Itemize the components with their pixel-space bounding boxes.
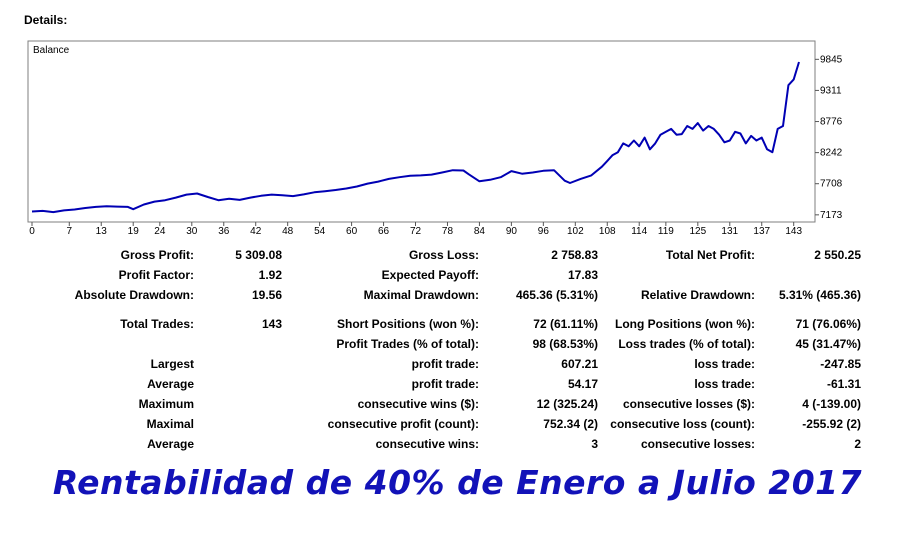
y-tick-label: 7173 (820, 210, 843, 221)
maximal-consec-profit-label: consecutive profit (count): (327, 417, 479, 431)
expected-payoff-label: Expected Payoff: (381, 268, 479, 282)
maximal-drawdown-value: 465.36 (5.31%) (515, 288, 598, 302)
max-consec-losses-value: 4 (-139.00) (802, 397, 861, 411)
profit-trades-label: Profit Trades (% of total): (336, 337, 479, 351)
x-tick-label: 102 (567, 226, 584, 237)
x-tick-label: 137 (753, 226, 770, 237)
x-tick-label: 42 (250, 226, 262, 237)
x-tick-label: 84 (474, 226, 486, 237)
absolute-drawdown-value: 19.56 (251, 288, 282, 302)
x-tick-label: 78 (442, 226, 454, 237)
balance-series (31, 61, 800, 214)
y-tick-label: 7708 (820, 179, 843, 190)
maximal-drawdown-label: Maximal Drawdown: (363, 288, 479, 302)
avg-consec-losses-label: consecutive losses: (640, 437, 755, 451)
maximal-label: Maximal (146, 417, 194, 431)
max-consec-losses-label: consecutive losses ($): (622, 397, 755, 411)
x-tick-label: 0 (29, 226, 35, 237)
long-positions-value: 71 (76.06%) (795, 317, 861, 331)
x-tick-label: 143 (785, 226, 802, 237)
maximal-consec-loss-value: -255.92 (2) (802, 417, 861, 431)
expected-payoff-value: 17.83 (567, 268, 598, 282)
maximal-consec-loss-label: consecutive loss (count): (610, 417, 755, 431)
x-tick-label: 7 (67, 226, 73, 237)
avg-consec-wins-value: 3 (591, 437, 598, 451)
profit-factor-value: 1.92 (258, 268, 282, 282)
loss-trades-value: 45 (31.47%) (795, 337, 861, 351)
x-tick-label: 60 (346, 226, 358, 237)
average-loss-value: -61.31 (826, 377, 861, 391)
x-tick-label: 24 (154, 226, 166, 237)
y-tick-label: 8242 (820, 148, 843, 159)
x-tick-label: 131 (721, 226, 738, 237)
y-tick-label: 8776 (820, 117, 843, 128)
details-label: Details: (24, 13, 68, 27)
average2-label: Average (147, 437, 194, 451)
avg-consec-wins-label: consecutive wins: (375, 437, 479, 451)
y-axis: 9845 9311 8776 8242 7708 7173 (815, 54, 843, 221)
relative-drawdown-value: 5.31% (465.36) (778, 288, 861, 302)
max-consec-wins-label: consecutive wins ($): (357, 397, 479, 411)
gross-loss-label: Gross Loss: (408, 248, 479, 262)
x-tick-label: 108 (599, 226, 616, 237)
x-tick-label: 125 (689, 226, 706, 237)
average-label: Average (147, 377, 194, 391)
x-tick-label: 114 (631, 226, 647, 237)
maximal-consec-profit-value: 752.34 (2) (543, 417, 598, 431)
x-tick-label: 72 (410, 226, 422, 237)
max-consec-wins-value: 12 (325.24) (536, 397, 598, 411)
footer-title: Rentabilidad de 40% de Enero a Julio 201… (52, 463, 863, 502)
average-profit-label: profit trade: (411, 377, 479, 391)
gross-loss-value: 2 758.83 (551, 248, 598, 262)
y-tick-label: 9845 (820, 54, 843, 65)
x-tick-label: 13 (96, 226, 108, 237)
average-loss-label: loss trade: (694, 377, 755, 391)
statistics-table: Gross Profit: 5 309.08 Gross Loss: 2 758… (74, 248, 861, 451)
profit-factor-label: Profit Factor: (118, 268, 194, 282)
total-trades-label: Total Trades: (120, 317, 194, 331)
short-positions-value: 72 (61.11%) (533, 317, 598, 331)
long-positions-label: Long Positions (won %): (615, 317, 755, 331)
x-tick-label: 66 (378, 226, 390, 237)
x-tick-label: 36 (218, 226, 230, 237)
x-tick-label: 119 (658, 226, 674, 237)
gross-profit-value: 5 309.08 (235, 248, 282, 262)
profit-trades-value: 98 (68.53%) (532, 337, 598, 351)
largest-label: Largest (150, 357, 194, 371)
loss-trades-label: Loss trades (% of total): (618, 337, 755, 351)
x-tick-label: 48 (282, 226, 294, 237)
short-positions-label: Short Positions (won %): (337, 317, 479, 331)
y-tick-label: 9311 (820, 85, 842, 96)
largest-loss-value: -247.85 (820, 357, 861, 371)
x-tick-label: 90 (506, 226, 518, 237)
total-trades-value: 143 (261, 317, 282, 331)
gross-profit-label: Gross Profit: (120, 248, 194, 262)
chart-title: Balance (33, 45, 70, 56)
absolute-drawdown-label: Absolute Drawdown: (74, 288, 194, 302)
largest-profit-value: 607.21 (561, 357, 598, 371)
maximum-label: Maximum (138, 397, 194, 411)
balance-chart: Balance 9845 9311 8776 8242 7708 7173 0 7 13 19 2… (27, 40, 843, 237)
largest-loss-label: loss trade: (694, 357, 755, 371)
x-tick-label: 54 (314, 226, 326, 237)
total-net-profit-label: Total Net Profit: (665, 248, 755, 262)
avg-consec-losses-value: 2 (854, 437, 861, 451)
largest-profit-label: profit trade: (411, 357, 479, 371)
balance-line (31, 61, 800, 214)
x-axis: 0 7 13 19 24 30 36 42 48 54 60 66 72 78 84 90 96 102 108 11… (29, 222, 802, 237)
x-tick-label: 19 (128, 226, 140, 237)
x-tick-label: 96 (538, 226, 550, 237)
total-net-profit-value: 2 550.25 (814, 248, 861, 262)
average-profit-value: 54.17 (567, 377, 598, 391)
relative-drawdown-label: Relative Drawdown: (640, 288, 755, 302)
x-tick-label: 30 (186, 226, 198, 237)
